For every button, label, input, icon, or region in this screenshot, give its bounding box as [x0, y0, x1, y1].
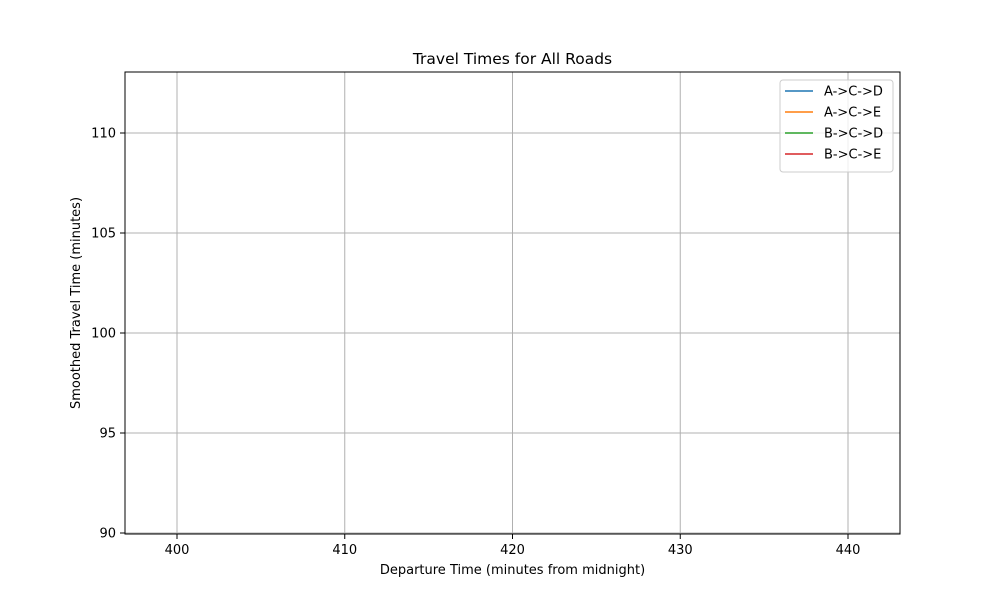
x-tick-label: 420: [500, 543, 525, 558]
y-tick-label: 110: [91, 127, 116, 142]
x-tick-label: 400: [165, 543, 190, 558]
y-tick-label: 95: [99, 427, 116, 442]
legend-label: B->C->E: [824, 148, 881, 163]
grid: [125, 72, 900, 534]
legend-label: B->C->D: [824, 127, 883, 142]
x-tick-label: 440: [836, 543, 861, 558]
y-axis-title: Smoothed Travel Time (minutes): [69, 197, 84, 409]
legend-box: [779, 79, 894, 173]
legend-label: A->C->E: [824, 106, 881, 121]
x-tick-label: 430: [668, 543, 693, 558]
ticks: 400 410 420 430 440 90 95 100 105 110: [91, 127, 860, 559]
y-tick-label: 100: [91, 327, 116, 342]
legend: A->C->D A->C->E B->C->D B->C->E: [779, 79, 894, 173]
legend-label: A->C->D: [824, 85, 883, 100]
chart-title: Travel Times for All Roads: [412, 50, 612, 68]
x-tick-label: 410: [332, 543, 357, 558]
y-tick-label: 90: [99, 527, 116, 542]
x-axis-title: Departure Time (minutes from midnight): [380, 563, 645, 578]
y-tick-label: 105: [91, 227, 116, 242]
